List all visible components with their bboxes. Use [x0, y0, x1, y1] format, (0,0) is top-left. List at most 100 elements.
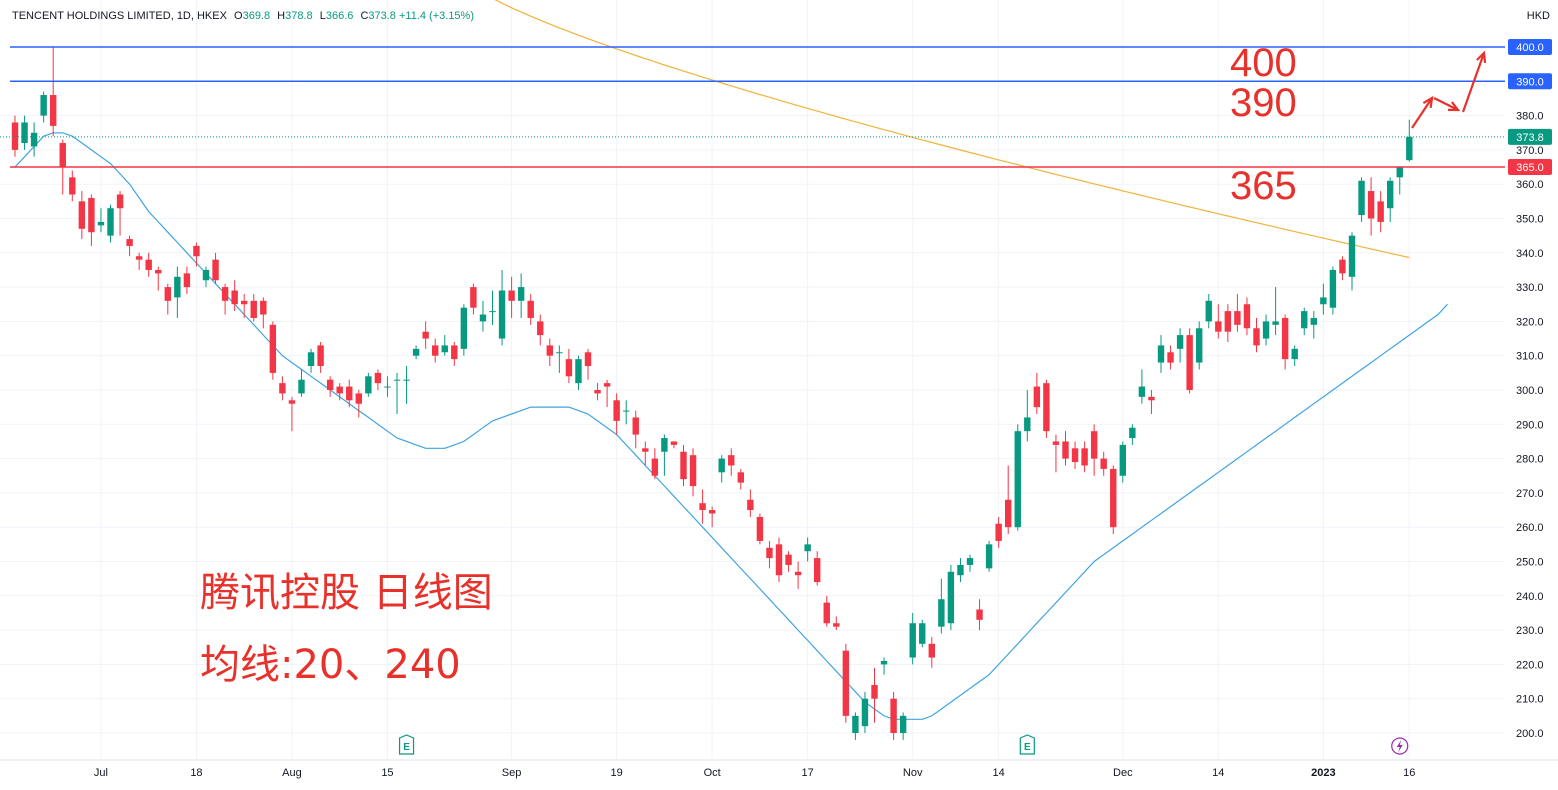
candle-body [1253, 328, 1260, 346]
earnings-e-shape [1019, 734, 1035, 755]
candle-body [1281, 317, 1289, 360]
candle-body [1052, 441, 1060, 445]
price-tick-label: 280.0 [1516, 454, 1544, 466]
candle [346, 379, 353, 408]
candle [1043, 379, 1050, 439]
candle-body [145, 259, 152, 270]
candle-body [985, 544, 993, 569]
candle [221, 283, 229, 315]
candle-body [1186, 335, 1193, 390]
candle [804, 537, 811, 562]
candle-body [441, 345, 448, 353]
candle-body [78, 201, 86, 229]
candle [1186, 328, 1193, 394]
candle [613, 393, 620, 435]
candle-body [498, 290, 506, 339]
candle-body [479, 314, 487, 322]
price-levels[interactable]: 400.0 390.0 365.0 373.8 [0, 39, 1552, 176]
candle-body [231, 290, 238, 305]
candle-body [747, 499, 754, 511]
candle-body [1148, 396, 1155, 401]
candle-body [460, 307, 468, 349]
candle [1052, 434, 1060, 473]
candle-body [1071, 448, 1079, 463]
close-label: C [360, 10, 369, 22]
candle [670, 441, 678, 449]
candle [1138, 369, 1146, 404]
candle [947, 564, 955, 631]
candle [632, 410, 639, 449]
level-tag-label: 400.0 [1516, 42, 1544, 54]
level-tag [1508, 39, 1552, 55]
candle-body [556, 352, 563, 354]
candle [374, 369, 382, 390]
candle [1205, 293, 1212, 329]
time-tick-label: 19 [611, 767, 623, 779]
currency-label: HKD [1526, 10, 1550, 22]
candle-body [756, 516, 764, 541]
candle-body [355, 393, 362, 404]
candle [699, 489, 706, 524]
candle-body [1100, 458, 1107, 469]
candle-body [651, 458, 659, 476]
change-value: +11.4 (+3.15%) [398, 10, 474, 22]
candle [1215, 304, 1222, 339]
candle-body [1129, 427, 1136, 439]
candle [326, 376, 334, 397]
candle [966, 554, 974, 572]
candle [432, 338, 439, 363]
candle [1406, 119, 1413, 162]
candle-body [613, 400, 620, 421]
candle-body [40, 95, 47, 116]
time-tick-label: 15 [381, 767, 393, 779]
candle-body [938, 599, 945, 627]
candle [97, 208, 105, 233]
candle-body [174, 276, 181, 298]
candle-body [537, 321, 544, 336]
candle [1291, 345, 1298, 366]
candle-body [1377, 201, 1384, 222]
candle [766, 540, 773, 569]
candle [814, 551, 821, 586]
candle [823, 595, 830, 627]
candle-body [1196, 328, 1203, 363]
candle [909, 612, 916, 665]
candle-body [1119, 444, 1126, 476]
candle [1387, 177, 1394, 222]
symbol-header[interactable]: TENCENT HOLDINGS LIMITED, 1D, HKEX O369.… [12, 10, 474, 22]
time-axis[interactable]: Jul 18 Aug 15 Sep 19 Oct 17 Nov 14 Dec 14 2023 16 [94, 767, 1416, 779]
candle-body [584, 352, 592, 366]
time-tick-label: Oct [704, 767, 721, 779]
candle-body [126, 239, 133, 246]
level-tag-label: 390.0 [1516, 76, 1544, 88]
ma240-path [494, 0, 1410, 259]
candle [489, 290, 496, 325]
candle [1005, 465, 1012, 535]
candle-body [30, 132, 38, 147]
candle-body [1062, 441, 1069, 459]
candle-body [1262, 321, 1270, 339]
candle [1148, 390, 1155, 415]
candle [145, 252, 152, 277]
candle [642, 441, 649, 466]
candle-body [623, 410, 630, 412]
price-axis[interactable]: 200.0 210.0 220.0 230.0 240.0 250.0 260.0 270.0… [1516, 111, 1544, 740]
candle-body [1310, 317, 1317, 325]
candle-body [1043, 383, 1050, 432]
candle [957, 558, 964, 583]
candle-body [250, 300, 257, 318]
candle-body [432, 345, 439, 356]
candle-body [269, 324, 277, 373]
earnings-e-icon: E [398, 734, 415, 755]
candle-body [202, 269, 210, 281]
candle [50, 47, 57, 137]
candle [708, 506, 716, 528]
chart-title-annotation: 腾讯控股 日线图 [200, 570, 493, 616]
candle-body [393, 379, 401, 381]
candle-body [11, 122, 19, 150]
candle-body [1224, 311, 1232, 332]
candle-body [1272, 321, 1279, 325]
candle-body [603, 383, 611, 387]
